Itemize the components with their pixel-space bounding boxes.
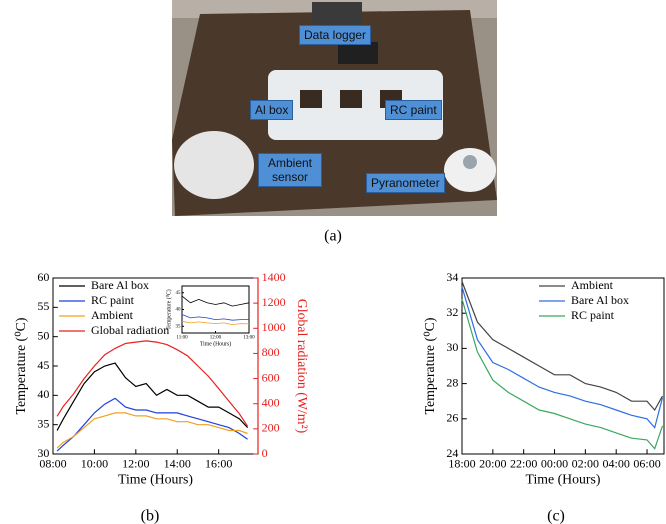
plot-frame (181, 285, 250, 334)
y-tick-label: 24 (446, 446, 458, 460)
legend-label: RC paint (91, 293, 135, 307)
x-axis-label: Time (Hours) (200, 340, 231, 347)
photo-label: Al box (250, 100, 294, 120)
y-tick-label: 26 (446, 411, 458, 425)
x-tick-label: 04:00 (603, 457, 630, 471)
series-line (461, 281, 664, 412)
series-line (56, 340, 249, 427)
y-tick-label: 35 (176, 324, 182, 329)
x-tick-label: 12:00 (122, 457, 149, 471)
x-tick-label: 22:00 (510, 457, 537, 471)
y2-tick-label: 1400 (262, 270, 286, 284)
x-tick-label: 10:00 (81, 457, 108, 471)
logger-device (338, 42, 378, 64)
series-line (56, 362, 249, 431)
pyranometer (444, 148, 496, 192)
y2-tick-label: 200 (262, 421, 280, 435)
caption: (b) (141, 508, 160, 524)
y2-tick-label: 400 (262, 395, 280, 409)
x-tick-label: 16:00 (205, 457, 232, 471)
x-tick-label: 00:00 (541, 457, 568, 471)
series-line (181, 314, 249, 321)
y-tick-label: 30 (446, 340, 458, 354)
x-tick-label: 02:00 (572, 457, 599, 471)
y2-axis-label: Global radiation (W/m²) (294, 299, 310, 433)
x-tick-label: 08:00 (39, 457, 66, 471)
y-axis-label: Temperature (⁰C) (13, 318, 29, 415)
photo-label: Data logger (299, 25, 372, 45)
y-tick-label: 45 (37, 358, 49, 372)
slot (300, 90, 322, 108)
y-tick-label: 34 (446, 270, 458, 284)
photo-label: Pyranometer (366, 173, 445, 193)
x-tick-label: 18:00 (448, 457, 475, 471)
x-axis-label: Time (Hours) (526, 472, 601, 488)
caption: (a) (324, 228, 342, 245)
x-tick-label: 14:00 (164, 457, 191, 471)
x-tick-label: 20:00 (479, 457, 506, 471)
y-tick-label: 35 (37, 416, 49, 430)
photo-label: Ambient sensor (258, 153, 322, 187)
legend-label: Bare Al box (571, 293, 629, 307)
y2-tick-label: 0 (262, 446, 268, 460)
pyranometer-dome (463, 155, 477, 169)
x-tick-label: 12:00 (210, 336, 222, 341)
y-tick-label: 55 (37, 299, 49, 313)
series-line (56, 397, 248, 452)
y2-tick-label: 800 (262, 345, 280, 359)
y-tick-label: 40 (176, 308, 182, 313)
legend-label: Ambient (571, 278, 614, 292)
y2-tick-label: 1000 (262, 320, 286, 334)
series-line (56, 412, 248, 449)
y-axis-label: Temperature (⁰C) (422, 318, 438, 415)
series-line (181, 295, 250, 307)
y-tick-label: 28 (446, 375, 458, 389)
x-tick-label: 11:00 (176, 336, 188, 341)
y-tick-label: 30 (37, 446, 49, 460)
y-tick-label: 40 (37, 387, 49, 401)
legend-label: Global radiation (91, 323, 169, 337)
y-tick-label: 50 (37, 328, 49, 342)
series-line (181, 320, 250, 326)
series-line (461, 298, 664, 450)
legend-label: Bare Al box (91, 278, 149, 292)
y-axis-label: Temperature (⁰C) (165, 289, 172, 329)
y2-tick-label: 600 (262, 370, 280, 384)
ambient-sensor (174, 131, 254, 199)
plot-frame (461, 277, 665, 455)
x-tick-label: 13:00 (243, 336, 255, 341)
slot (340, 90, 362, 108)
y2-tick-label: 1200 (262, 295, 286, 309)
y-tick-label: 60 (37, 270, 49, 284)
legend-label: Ambient (91, 308, 134, 322)
photo-label: RC paint (385, 100, 442, 120)
caption: (c) (547, 508, 565, 524)
series-line (461, 286, 664, 429)
x-tick-label: 06:00 (633, 457, 660, 471)
y-tick-label: 45 (176, 291, 182, 296)
y-tick-label: 32 (446, 305, 458, 319)
x-axis-label: Time (Hours) (118, 472, 193, 488)
legend-label: RC paint (571, 308, 615, 322)
